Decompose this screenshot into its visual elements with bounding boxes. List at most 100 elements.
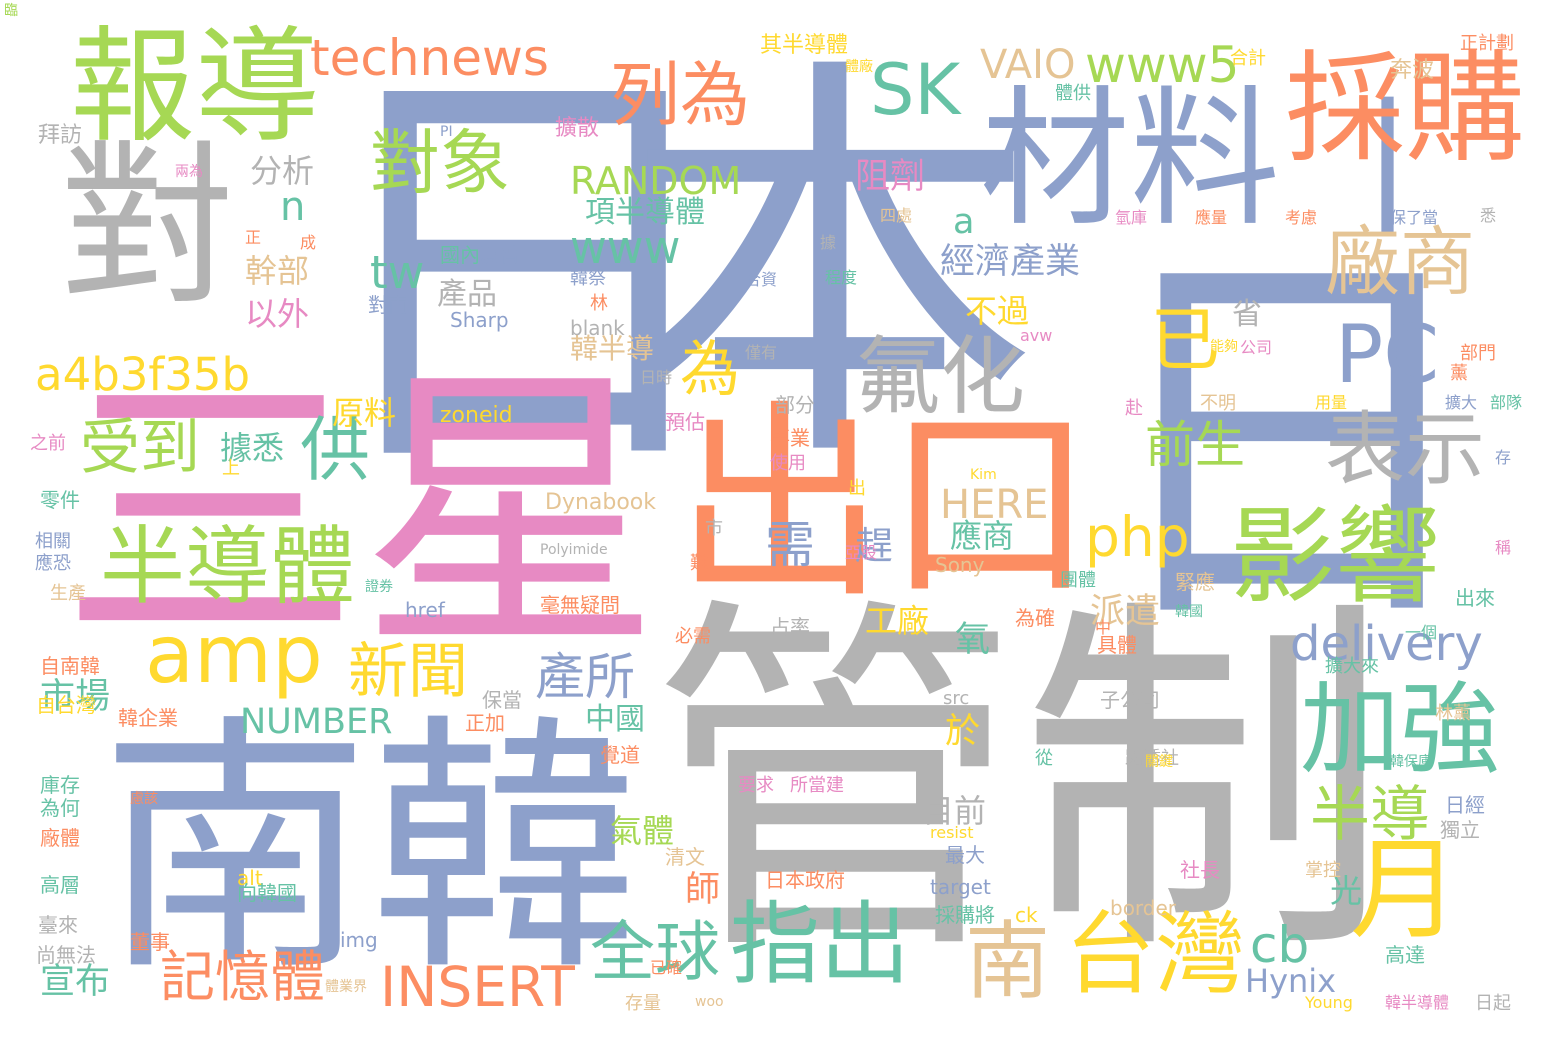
cloud-word: 必需 bbox=[675, 626, 711, 647]
cloud-word: 具體 bbox=[1097, 633, 1137, 657]
cloud-word: 僅有 bbox=[745, 343, 778, 362]
cloud-word: Polyimide bbox=[540, 542, 608, 558]
cloud-word: 難 bbox=[690, 553, 708, 574]
cloud-word: 薰 bbox=[1450, 363, 1468, 384]
cloud-word: 自台灣 bbox=[36, 693, 96, 717]
cloud-word: 國內 bbox=[440, 243, 480, 267]
cloud-word: blank bbox=[570, 316, 625, 340]
cloud-word: 部門 bbox=[1460, 343, 1496, 364]
cloud-word: n bbox=[280, 184, 306, 230]
cloud-word: 最大 bbox=[945, 843, 985, 867]
cloud-word: 影響 bbox=[1230, 496, 1441, 618]
cloud-word: 產所 bbox=[535, 648, 635, 706]
cloud-word: 向韓國 bbox=[237, 881, 297, 905]
cloud-word: 關鍵 bbox=[1145, 754, 1173, 770]
cloud-word: Sony bbox=[935, 553, 985, 577]
cloud-word: 日本政府 bbox=[765, 868, 845, 892]
cloud-word: 為 bbox=[680, 335, 740, 405]
cloud-word: 正 bbox=[245, 228, 262, 247]
cloud-word: 韓國 bbox=[1175, 604, 1203, 620]
cloud-word: 採購將 bbox=[935, 903, 995, 927]
cloud-word: a bbox=[953, 202, 975, 242]
cloud-word: 之前 bbox=[30, 433, 66, 454]
cloud-word: 庫存 bbox=[40, 773, 80, 797]
cloud-word: 生產 bbox=[50, 583, 86, 604]
cloud-word: 加強 bbox=[1300, 671, 1500, 788]
cloud-word: 保了當 bbox=[1390, 208, 1439, 227]
cloud-word: 前生 bbox=[1145, 416, 1245, 474]
cloud-word: 覺道 bbox=[600, 743, 640, 767]
cloud-word: 體廠 bbox=[845, 59, 873, 75]
cloud-word: href bbox=[405, 598, 445, 622]
cloud-word: VAIO bbox=[980, 42, 1076, 88]
cloud-word: avw bbox=[1020, 326, 1053, 345]
cloud-word: 掌控 bbox=[1305, 860, 1341, 881]
cloud-word: 日 bbox=[1090, 212, 1490, 677]
cloud-word: 證券 bbox=[365, 579, 393, 595]
cloud-word: 赴 bbox=[1125, 398, 1143, 419]
cloud-word: 悉 bbox=[1480, 206, 1497, 225]
cloud-word: 毫無疑問 bbox=[540, 593, 620, 617]
cloud-word: 占率 bbox=[770, 615, 810, 639]
cloud-word: technews bbox=[310, 29, 549, 87]
cloud-word: 奔波 bbox=[1390, 58, 1435, 83]
cloud-word: 日 bbox=[308, 25, 738, 525]
cloud-word: 中國 bbox=[585, 702, 645, 737]
cloud-word: 獨立 bbox=[1440, 818, 1480, 842]
cloud-word: 幹部 bbox=[245, 252, 310, 290]
cloud-word: tw bbox=[370, 246, 425, 299]
cloud-word: 為確 bbox=[1015, 606, 1055, 630]
cloud-word: 存量 bbox=[625, 993, 661, 1014]
cloud-word: 原料 bbox=[332, 394, 397, 432]
cloud-word: 路透社 bbox=[1125, 748, 1179, 769]
cloud-word: 子公司 bbox=[1100, 688, 1160, 712]
cloud-word: 社長 bbox=[1180, 858, 1220, 882]
cloud-word: 材料 bbox=[980, 73, 1281, 247]
cloud-word: 阻劑 bbox=[855, 157, 926, 197]
cloud-word: resist bbox=[930, 823, 974, 842]
cloud-word: 已 bbox=[1150, 299, 1220, 381]
cloud-word: 用量 bbox=[1315, 393, 1348, 412]
cloud-word: RANDOM bbox=[570, 159, 742, 203]
cloud-word: 師 bbox=[685, 870, 721, 910]
cloud-word: 上 bbox=[222, 458, 240, 479]
cloud-word: 派遣 bbox=[1090, 592, 1161, 632]
cloud-word: Kim bbox=[970, 467, 997, 483]
cloud-word: 廠體 bbox=[40, 826, 80, 850]
cloud-word: 分析 bbox=[250, 152, 315, 190]
cloud-word: 廠商 bbox=[1325, 218, 1476, 306]
cloud-word: 經濟產業 bbox=[940, 242, 1081, 282]
cloud-word: 能夠 bbox=[1210, 339, 1238, 355]
cloud-word: 對南 bbox=[368, 293, 408, 317]
cloud-word: 韓祭 bbox=[570, 268, 606, 289]
cloud-word: 考慮 bbox=[1285, 208, 1318, 227]
cloud-word: 合計 bbox=[1230, 48, 1266, 69]
cloud-word: 臨 bbox=[4, 3, 18, 19]
cloud-word: PC bbox=[1335, 308, 1440, 401]
cloud-word: 氟化 bbox=[855, 328, 1026, 427]
cloud-word: 林 bbox=[590, 293, 608, 314]
cloud-word: Young bbox=[1305, 993, 1353, 1012]
cloud-word: 於 bbox=[945, 712, 981, 752]
cloud-word: Sharp bbox=[450, 308, 509, 332]
cloud-word: 需 bbox=[765, 516, 815, 574]
cloud-word: 出 bbox=[848, 478, 866, 499]
cloud-word: Dynabook bbox=[545, 490, 657, 515]
cloud-word: 以外 bbox=[245, 295, 310, 333]
cloud-word: a4b3f35b bbox=[35, 348, 251, 401]
cloud-word: 對 bbox=[60, 126, 235, 329]
cloud-word: 尚無法 bbox=[36, 943, 96, 967]
cloud-word: 擴散 bbox=[555, 116, 600, 141]
cloud-word: 林薰 bbox=[1435, 703, 1471, 724]
cloud-word: 保當 bbox=[482, 688, 522, 712]
cloud-word: 慮該 bbox=[130, 791, 158, 807]
cloud-word: 高層 bbox=[40, 873, 80, 897]
cloud-word: 表示 bbox=[1325, 403, 1485, 496]
cloud-word: 據悉 bbox=[220, 429, 285, 467]
cloud-word: php bbox=[1085, 505, 1190, 569]
cloud-word: 日時 bbox=[640, 368, 673, 387]
cloud-word: 應商 bbox=[950, 517, 1015, 555]
cloud-word: 台灣 bbox=[1065, 902, 1245, 1007]
cloud-word: 三星 bbox=[60, 340, 660, 689]
